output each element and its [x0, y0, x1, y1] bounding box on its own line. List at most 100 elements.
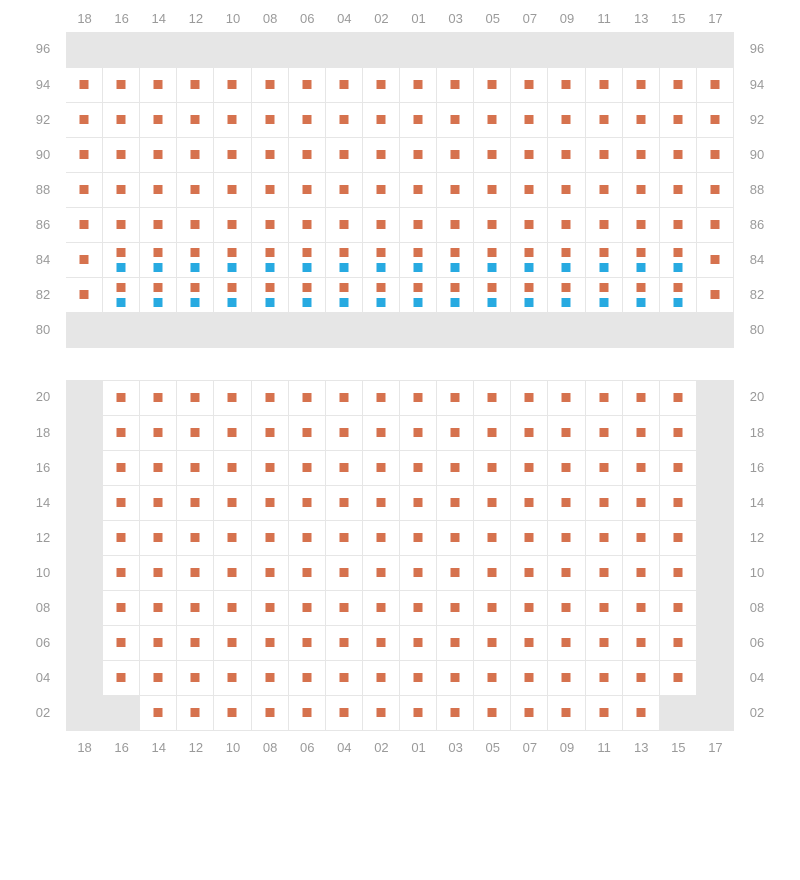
seat-cell[interactable] — [326, 103, 363, 138]
seat-cell[interactable] — [623, 103, 660, 138]
seat-cell[interactable] — [289, 591, 326, 626]
seat-cell[interactable] — [326, 278, 363, 313]
seat-cell[interactable] — [548, 68, 585, 103]
seat-cell[interactable] — [66, 68, 103, 103]
seat-cell[interactable] — [252, 591, 289, 626]
seat-cell[interactable] — [437, 138, 474, 173]
seat-cell[interactable] — [363, 696, 400, 731]
seat-cell[interactable] — [437, 208, 474, 243]
seat-cell[interactable] — [103, 521, 140, 556]
seat-cell[interactable] — [511, 696, 548, 731]
seat-cell[interactable] — [623, 243, 660, 278]
seat-cell[interactable] — [326, 416, 363, 451]
seat-cell[interactable] — [623, 380, 660, 416]
seat-cell[interactable] — [474, 486, 511, 521]
seat-cell[interactable] — [511, 661, 548, 696]
seat-cell[interactable] — [140, 591, 177, 626]
seat-cell[interactable] — [474, 556, 511, 591]
seat-cell[interactable] — [326, 486, 363, 521]
seat-cell[interactable] — [437, 626, 474, 661]
seat-cell[interactable] — [177, 591, 214, 626]
seat-cell[interactable] — [140, 380, 177, 416]
seat-cell[interactable] — [437, 486, 474, 521]
seat-cell[interactable] — [437, 521, 474, 556]
seat-cell[interactable] — [400, 451, 437, 486]
seat-cell[interactable] — [363, 243, 400, 278]
seat-cell[interactable] — [586, 696, 623, 731]
seat-cell[interactable] — [289, 173, 326, 208]
seat-cell[interactable] — [623, 173, 660, 208]
seat-cell[interactable] — [140, 556, 177, 591]
seat-cell[interactable] — [252, 556, 289, 591]
seat-cell[interactable] — [214, 521, 251, 556]
seat-cell[interactable] — [140, 243, 177, 278]
seat-cell[interactable] — [177, 278, 214, 313]
seat-cell[interactable] — [103, 278, 140, 313]
seat-cell[interactable] — [363, 521, 400, 556]
seat-cell[interactable] — [586, 626, 623, 661]
seat-cell[interactable] — [252, 416, 289, 451]
seat-cell[interactable] — [511, 208, 548, 243]
seat-cell[interactable] — [660, 521, 697, 556]
seat-cell[interactable] — [623, 451, 660, 486]
seat-cell[interactable] — [474, 173, 511, 208]
seat-cell[interactable] — [103, 556, 140, 591]
seat-cell[interactable] — [697, 173, 734, 208]
seat-cell[interactable] — [511, 626, 548, 661]
seat-cell[interactable] — [326, 591, 363, 626]
seat-cell[interactable] — [289, 138, 326, 173]
seat-cell[interactable] — [697, 278, 734, 313]
seat-cell[interactable] — [474, 68, 511, 103]
seat-cell[interactable] — [363, 591, 400, 626]
seat-cell[interactable] — [326, 68, 363, 103]
seat-cell[interactable] — [511, 521, 548, 556]
seat-cell[interactable] — [103, 138, 140, 173]
seat-cell[interactable] — [66, 138, 103, 173]
seat-cell[interactable] — [474, 451, 511, 486]
seat-cell[interactable] — [177, 103, 214, 138]
seat-cell[interactable] — [586, 173, 623, 208]
seat-cell[interactable] — [177, 556, 214, 591]
seat-cell[interactable] — [103, 661, 140, 696]
seat-cell[interactable] — [289, 451, 326, 486]
seat-cell[interactable] — [363, 103, 400, 138]
seat-cell[interactable] — [623, 591, 660, 626]
seat-cell[interactable] — [548, 208, 585, 243]
seat-cell[interactable] — [586, 68, 623, 103]
seat-cell[interactable] — [252, 696, 289, 731]
seat-cell[interactable] — [177, 521, 214, 556]
seat-cell[interactable] — [623, 486, 660, 521]
seat-cell[interactable] — [326, 380, 363, 416]
seat-cell[interactable] — [586, 556, 623, 591]
seat-cell[interactable] — [363, 173, 400, 208]
seat-cell[interactable] — [289, 521, 326, 556]
seat-cell[interactable] — [363, 278, 400, 313]
seat-cell[interactable] — [660, 591, 697, 626]
seat-cell[interactable] — [363, 556, 400, 591]
seat-cell[interactable] — [437, 68, 474, 103]
seat-cell[interactable] — [326, 521, 363, 556]
seat-cell[interactable] — [400, 103, 437, 138]
seat-cell[interactable] — [437, 380, 474, 416]
seat-cell[interactable] — [697, 68, 734, 103]
seat-cell[interactable] — [214, 416, 251, 451]
seat-cell[interactable] — [437, 103, 474, 138]
seat-cell[interactable] — [214, 591, 251, 626]
seat-cell[interactable] — [66, 173, 103, 208]
seat-cell[interactable] — [214, 556, 251, 591]
seat-cell[interactable] — [214, 486, 251, 521]
seat-cell[interactable] — [326, 208, 363, 243]
seat-cell[interactable] — [697, 208, 734, 243]
seat-cell[interactable] — [586, 451, 623, 486]
seat-cell[interactable] — [660, 451, 697, 486]
seat-cell[interactable] — [548, 521, 585, 556]
seat-cell[interactable] — [548, 486, 585, 521]
seat-cell[interactable] — [214, 138, 251, 173]
seat-cell[interactable] — [289, 661, 326, 696]
seat-cell[interactable] — [511, 380, 548, 416]
seat-cell[interactable] — [660, 243, 697, 278]
seat-cell[interactable] — [103, 626, 140, 661]
seat-cell[interactable] — [548, 591, 585, 626]
seat-cell[interactable] — [177, 661, 214, 696]
seat-cell[interactable] — [474, 380, 511, 416]
